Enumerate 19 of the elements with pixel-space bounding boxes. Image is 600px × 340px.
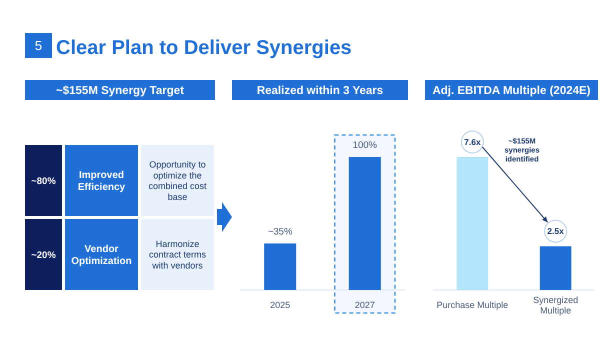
text: Vendor Optimization	[71, 244, 132, 267]
text: Opportunity to optimize the combined cost base	[148, 159, 208, 202]
x-tick-label: 2027	[354, 300, 375, 310]
data-label: ~35%	[268, 226, 293, 238]
text: ~$155M Synergy Target	[56, 85, 184, 98]
text: ~80%	[31, 176, 56, 187]
data-label: 7.6x	[464, 136, 481, 147]
data-label: 100%	[352, 140, 378, 151]
data-label: 2.5x	[547, 226, 564, 236]
x-tick-label: Synergized Multiple	[533, 294, 578, 316]
x-tick-label: Purchase Multiple	[436, 300, 508, 310]
chart-title: Adj. EBITDA Multiple (2024E)	[432, 85, 591, 98]
text: Clear Plan to Deliver Synergies	[56, 37, 352, 59]
text: 5	[34, 38, 42, 54]
x-tick-label: 2025	[270, 300, 290, 310]
chart-title: Realized within 3 Years	[256, 85, 384, 98]
text: Improved Efficiency	[78, 170, 126, 193]
text: ~20%	[31, 250, 56, 261]
text: Harmonize contract terms with vendors	[148, 238, 207, 270]
